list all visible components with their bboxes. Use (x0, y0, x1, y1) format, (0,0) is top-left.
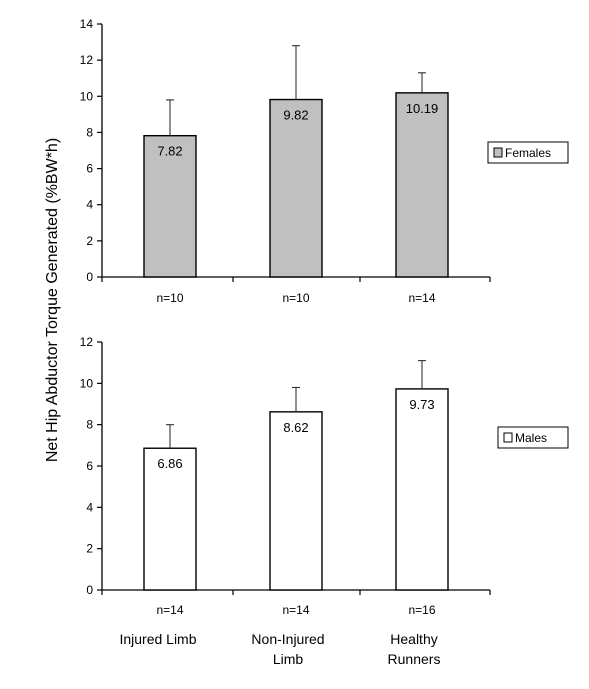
category-label-line: Non-Injured (251, 631, 324, 647)
females-panel: 0 2 4 6 8 10 12 14 7.82 9.82 10.19 n=10 n=10 n=14 Fema… (80, 17, 569, 305)
bar (269, 411, 323, 591)
category-label: Healthy Runners (388, 631, 441, 667)
n-label: n=10 (156, 291, 183, 305)
y-tick-label: 6 (86, 162, 93, 176)
y-tick-label: 12 (80, 53, 94, 67)
y-tick-label: 8 (86, 125, 93, 139)
males-panel: 0 2 4 6 8 10 12 6.86 8.62 9.73 n=14 n=14 n=16 Males (80, 335, 569, 617)
y-tick-label: 0 (86, 270, 93, 284)
category-label: Non-Injured Limb (251, 631, 324, 667)
y-tick-label: 4 (86, 500, 93, 514)
y-tick-label: 12 (80, 335, 94, 349)
value-label: 9.82 (283, 108, 308, 123)
legend-label: Males (515, 431, 547, 445)
y-axis-label: Net Hip Abductor Torque Generated (%BW*h… (44, 138, 61, 462)
n-label: n=14 (156, 603, 183, 617)
category-label-line: Limb (273, 651, 304, 667)
value-label: 7.82 (157, 144, 182, 159)
n-label: n=14 (282, 603, 309, 617)
category-labels: Injured Limb Non-Injured Limb Healthy Runner… (119, 631, 440, 667)
legend-swatch (493, 147, 503, 158)
y-tick-label: 4 (86, 198, 93, 212)
y-tick-label: 0 (86, 583, 93, 597)
value-label: 8.62 (283, 420, 308, 435)
n-label: n=10 (282, 291, 309, 305)
y-tick-label: 2 (86, 234, 93, 248)
n-label: n=16 (408, 603, 435, 617)
bar (395, 92, 449, 278)
legend-swatch (503, 432, 513, 443)
y-tick-label: 8 (86, 418, 93, 432)
value-label: 6.86 (157, 456, 182, 471)
y-tick-label: 14 (80, 17, 94, 31)
legend-label: Females (505, 146, 551, 160)
y-tick-label: 10 (80, 376, 94, 390)
legend-box (497, 426, 569, 449)
y-tick-label: 10 (80, 89, 94, 103)
category-label-line: Runners (388, 651, 441, 667)
legend-box (487, 141, 569, 164)
y-tick-label: 2 (86, 542, 93, 556)
y-tick-label: 6 (86, 459, 93, 473)
category-label-line: Injured Limb (119, 631, 196, 647)
bar (395, 388, 449, 591)
value-label: 10.19 (406, 101, 439, 116)
n-label: n=14 (408, 291, 435, 305)
category-label: Injured Limb (119, 631, 196, 647)
value-label: 9.73 (409, 397, 434, 412)
bar (269, 98, 323, 278)
bar (143, 134, 197, 278)
category-label-line: Healthy (390, 631, 437, 647)
bar (143, 447, 197, 591)
